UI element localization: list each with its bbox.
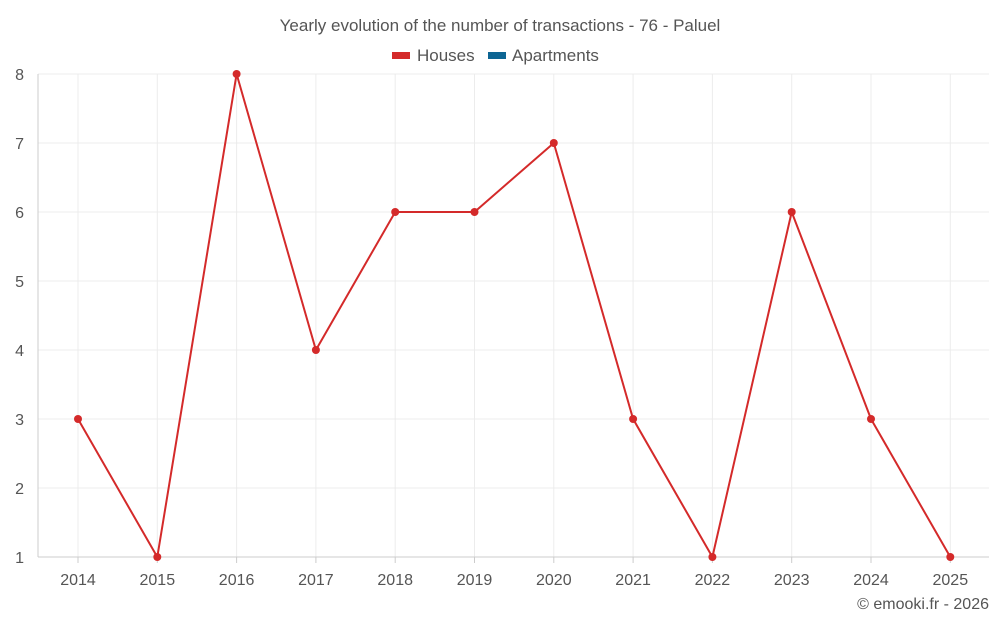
credit-text: © emooki.fr - 2026: [857, 596, 989, 613]
x-tick-label: 2018: [377, 572, 413, 589]
data-point-houses[interactable]: [867, 415, 875, 423]
legend-swatch-houses: [392, 52, 410, 59]
series-line-houses: [77, 73, 952, 558]
data-point-houses[interactable]: [391, 208, 400, 216]
x-tick-label: 2015: [140, 572, 176, 589]
data-point-houses[interactable]: [549, 139, 558, 147]
data-point-houses[interactable]: [232, 70, 241, 78]
x-tick-label: 2021: [615, 572, 651, 589]
legend-item-apartments[interactable]: Apartments: [488, 46, 599, 65]
chart-title: Yearly evolution of the number of transa…: [280, 16, 721, 35]
legend-swatch-apartments: [488, 52, 506, 59]
legend-item-houses[interactable]: Houses: [392, 46, 475, 65]
y-tick-label: 4: [15, 343, 24, 360]
data-point-houses[interactable]: [470, 208, 479, 216]
x-tick-label: 2020: [536, 572, 572, 589]
y-tick-label: 2: [15, 481, 24, 498]
data-point-houses[interactable]: [708, 553, 717, 561]
data-point-houses[interactable]: [311, 346, 320, 354]
y-tick-label: 7: [15, 136, 24, 153]
legend: Houses Apartments: [392, 46, 599, 65]
data-point-houses[interactable]: [629, 415, 638, 423]
y-tick-label: 3: [15, 412, 24, 429]
data-point-houses[interactable]: [787, 208, 796, 216]
axes: 1 2 3 4 5 6 7 8 2014 2015 2016 2017 2018 2019 2020 2021…: [15, 67, 989, 589]
y-tick-label: 8: [15, 67, 24, 84]
x-tick-label: 2022: [695, 572, 731, 589]
legend-label-houses: Houses: [417, 46, 475, 65]
x-tick-label: 2025: [933, 572, 969, 589]
x-tick-label: 2017: [298, 572, 334, 589]
data-point-houses[interactable]: [74, 415, 82, 423]
y-tick-label: 5: [15, 274, 24, 291]
data-point-houses[interactable]: [153, 553, 162, 561]
y-tick-label: 6: [15, 205, 24, 222]
x-tick-label: 2024: [853, 572, 889, 589]
legend-label-apartments: Apartments: [512, 46, 599, 65]
data-point-houses[interactable]: [946, 553, 955, 561]
x-tick-label: 2023: [774, 572, 810, 589]
y-tick-label: 1: [15, 550, 24, 567]
x-tick-label: 2019: [457, 572, 493, 589]
grid: [38, 73, 989, 558]
x-tick-label: 2016: [219, 572, 255, 589]
plot-area: [74, 70, 955, 561]
x-tick-label: 2014: [60, 572, 96, 589]
